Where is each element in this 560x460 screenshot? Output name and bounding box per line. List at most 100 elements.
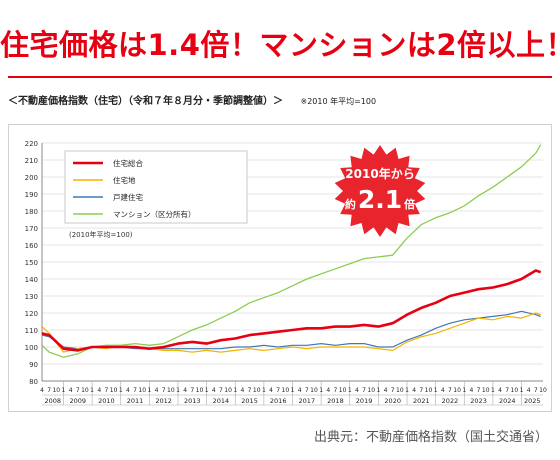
x-year-label: 2008: [44, 397, 61, 405]
x-month-tick: 4: [298, 387, 302, 394]
y-tick-label: 130: [25, 293, 38, 301]
x-month-tick: 1: [434, 387, 438, 394]
y-tick-label: 170: [25, 225, 38, 233]
x-month-tick: 1: [462, 387, 466, 394]
y-tick-label: 150: [25, 259, 38, 267]
x-year-label: 2009: [70, 397, 87, 405]
x-year-label: 2013: [184, 397, 201, 405]
x-month-tick: 1: [62, 387, 66, 394]
x-month-tick: 4: [269, 387, 273, 394]
page-headline: 住宅価格は1.4倍！マンションは2倍以上！: [0, 28, 560, 62]
x-month-tick: 7: [305, 387, 309, 394]
x-month-tick: 1: [405, 387, 409, 394]
x-month-tick: 1: [491, 387, 495, 394]
x-month-tick: 10: [425, 387, 433, 394]
x-month-tick: 7: [133, 387, 137, 394]
x-month-tick: 10: [396, 387, 404, 394]
x-month-tick: 7: [47, 387, 51, 394]
x-month-tick: 10: [196, 387, 204, 394]
x-month-tick: 7: [248, 387, 252, 394]
x-month-tick: 4: [240, 387, 244, 394]
badge-suffix: 倍: [404, 197, 415, 211]
badge-line1: 2010年から: [345, 166, 414, 181]
y-tick-label: 110: [25, 327, 38, 335]
x-month-tick: 7: [505, 387, 509, 394]
y-tick-label: 210: [25, 157, 38, 165]
x-month-tick: 10: [367, 387, 375, 394]
x-month-tick: 7: [419, 387, 423, 394]
x-month-tick: 4: [470, 387, 474, 394]
y-tick-label: 140: [25, 276, 38, 284]
x-year-label: 2022: [442, 397, 459, 405]
x-month-tick: 1: [205, 387, 209, 394]
x-month-tick: 7: [362, 387, 366, 394]
x-month-tick: 10: [224, 387, 232, 394]
y-tick-label: 100: [25, 344, 38, 352]
x-year-label: 2021: [413, 397, 430, 405]
x-month-tick: 1: [291, 387, 295, 394]
legend-label-residential_total: 住宅総合: [113, 158, 143, 168]
x-month-tick: 7: [190, 387, 194, 394]
x-month-tick: 1: [119, 387, 123, 394]
x-month-tick: 10: [482, 387, 490, 394]
legend-label-detached: 戸建住宅: [113, 192, 143, 202]
x-month-tick: 1: [376, 387, 380, 394]
x-year-label: 2014: [213, 397, 230, 405]
x-year-label: 2017: [299, 397, 316, 405]
y-tick-label: 80: [29, 378, 38, 386]
y-tick-label: 120: [25, 310, 38, 318]
x-month-tick: 10: [310, 387, 318, 394]
x-year-label: 2012: [155, 397, 172, 405]
x-month-tick: 10: [339, 387, 347, 394]
source-credit: 出典元：不動産価格指数（国土交通省）: [313, 430, 548, 445]
x-month-tick: 10: [453, 387, 461, 394]
x-year-label: 2018: [327, 397, 344, 405]
x-month-tick: 7: [534, 387, 538, 394]
y-tick-label: 220: [25, 140, 38, 148]
badge-starburst: [334, 145, 426, 237]
x-month-tick: 4: [527, 387, 531, 394]
headline-rule: [8, 76, 552, 78]
x-month-tick: 7: [105, 387, 109, 394]
chart-subtitle: ＜不動産価格指数（住宅）（令和７年８月分・季節調整値）＞ ※2010 年平均=1…: [8, 92, 376, 107]
x-month-tick: 1: [348, 387, 352, 394]
x-month-tick: 10: [167, 387, 175, 394]
x-month-tick: 10: [81, 387, 89, 394]
x-month-tick: 4: [126, 387, 130, 394]
x-year-label: 2020: [384, 397, 401, 405]
x-month-tick: 10: [138, 387, 146, 394]
y-tick-label: 200: [25, 174, 38, 182]
x-month-tick: 4: [326, 387, 330, 394]
legend-note: (2010年平均=100): [69, 230, 133, 239]
x-month-tick: 10: [511, 387, 519, 394]
series-line-residential_total: [41, 269, 542, 352]
x-month-tick: 7: [391, 387, 395, 394]
x-month-tick: 7: [276, 387, 280, 394]
x-year-label: 2024: [499, 397, 516, 405]
x-month-tick: 7: [477, 387, 481, 394]
x-month-tick: 10: [539, 387, 547, 394]
legend-label-land: 住宅地: [113, 175, 136, 185]
x-month-tick: 10: [282, 387, 290, 394]
x-month-tick: 4: [412, 387, 416, 394]
x-month-tick: 1: [233, 387, 237, 394]
badge-value: 2.1: [358, 185, 402, 214]
x-month-tick: 7: [162, 387, 166, 394]
x-month-tick: 4: [40, 387, 44, 394]
x-month-tick: 4: [183, 387, 187, 394]
x-month-tick: 7: [219, 387, 223, 394]
y-tick-label: 180: [25, 208, 38, 216]
badge-line2: 約2.1 倍: [345, 185, 415, 214]
x-month-tick: 4: [212, 387, 216, 394]
x-month-tick: 4: [355, 387, 359, 394]
x-month-tick: 1: [147, 387, 151, 394]
x-month-tick: 4: [69, 387, 73, 394]
x-month-tick: 1: [90, 387, 94, 394]
x-month-tick: 7: [448, 387, 452, 394]
x-month-tick: 10: [110, 387, 118, 394]
y-tick-label: 90: [29, 361, 38, 369]
x-year-label: 2011: [127, 397, 144, 405]
x-month-tick: 1: [520, 387, 524, 394]
x-month-tick: 4: [384, 387, 388, 394]
x-month-tick: 1: [319, 387, 323, 394]
